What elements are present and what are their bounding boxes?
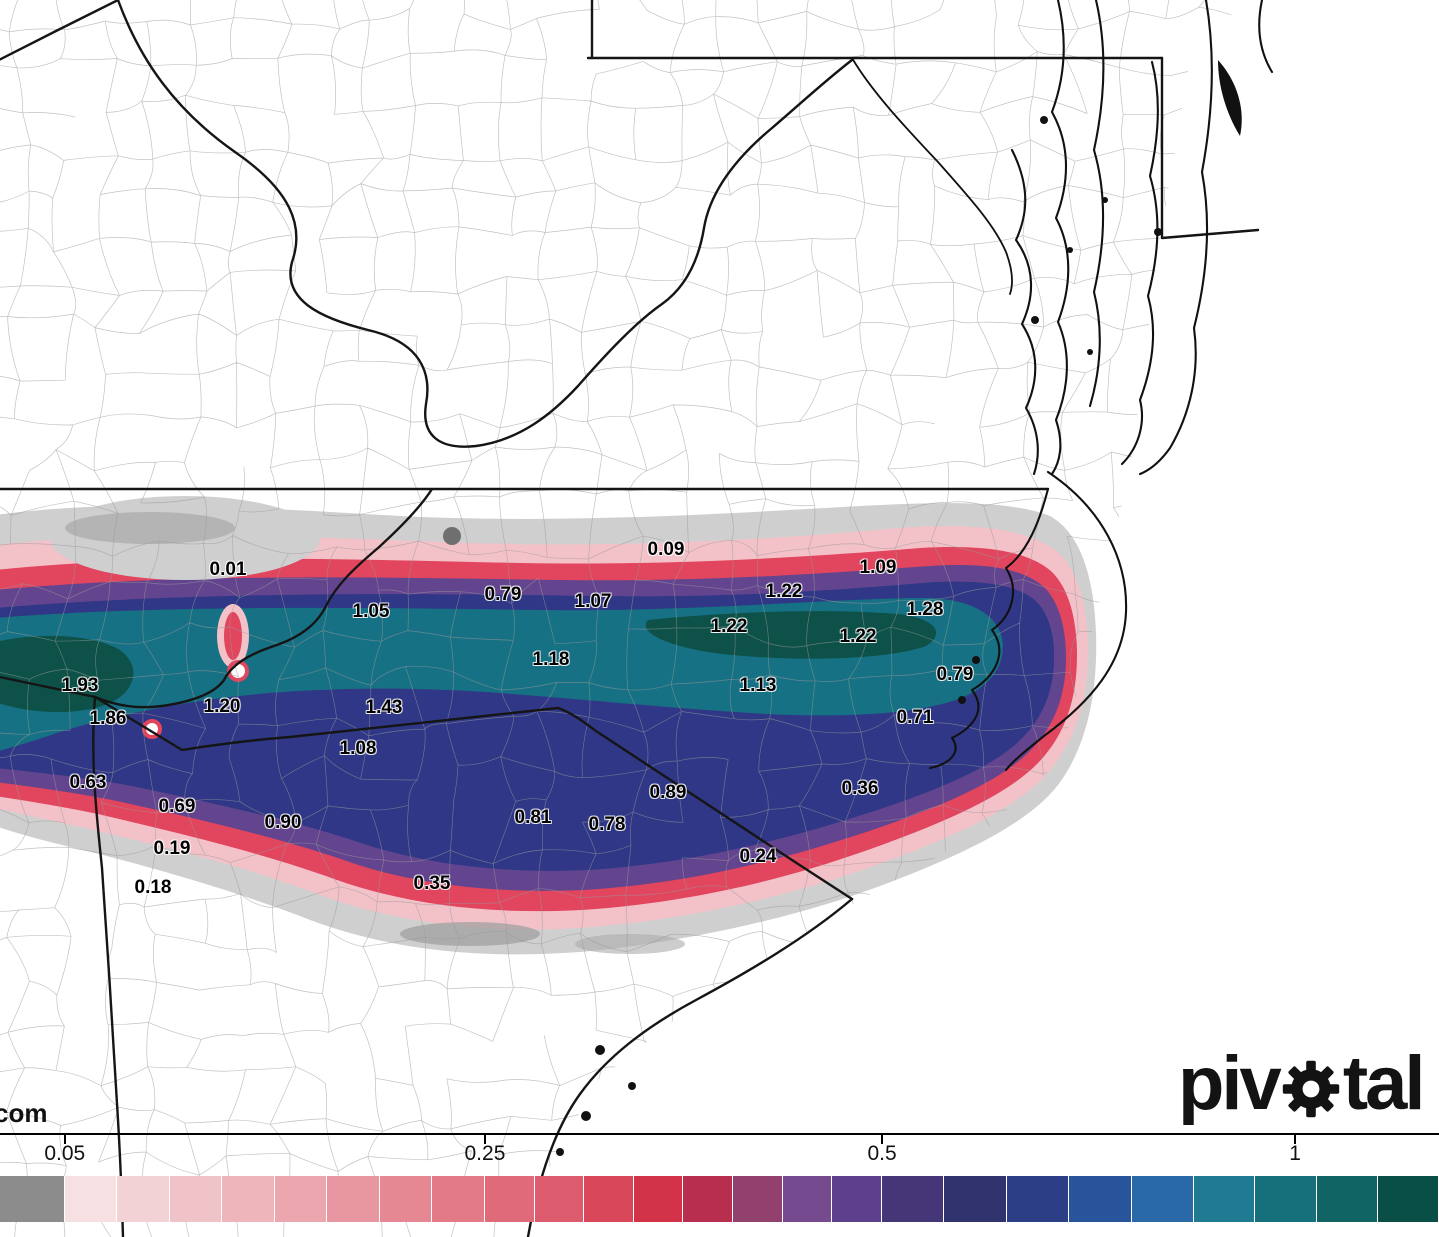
precip-shading — [0, 496, 1097, 955]
border-tn-nc — [93, 487, 434, 709]
colorbar-segment — [379, 1176, 433, 1222]
delaware-bay-fill — [1218, 60, 1242, 136]
coast-nc-sounds — [928, 487, 1050, 770]
border-tn-ga — [0, 675, 97, 699]
colorbar-segment — [1255, 1176, 1317, 1222]
colorbar-segment — [64, 1176, 118, 1222]
border-nc-sc — [93, 695, 854, 901]
colorbar-segment — [1377, 1176, 1439, 1222]
colorbar-segment — [432, 1176, 485, 1222]
colorbar-segment — [117, 1176, 170, 1222]
colorbar-segment — [534, 1176, 585, 1222]
coast-chesapeake-east — [1088, 0, 1105, 408]
coastline-detail — [851, 0, 1274, 772]
gray-fringe-bottom-patch — [400, 922, 540, 946]
colorbar-segment — [584, 1176, 634, 1222]
border-wv-va — [116, 0, 854, 448]
logo-text-prefix: piv — [1178, 1041, 1282, 1126]
coast-delmarva-west — [1120, 60, 1159, 466]
colorbar-segment — [944, 1176, 1007, 1222]
gray-fringe-dark-patch — [65, 512, 235, 544]
colorbar-segment — [782, 1176, 833, 1222]
coast-chesapeake-west — [1010, 148, 1039, 476]
colorbar-segment — [733, 1176, 783, 1222]
colorbar-segment — [1006, 1176, 1070, 1222]
colorbar-segment — [484, 1176, 535, 1222]
colorbar-segment — [327, 1176, 380, 1222]
logo-text-suffix: tal — [1342, 1041, 1426, 1126]
map-bottom-divider — [0, 1133, 1439, 1135]
coast-chesapeake-mid — [1050, 0, 1070, 476]
colorbar-segment — [683, 1176, 734, 1222]
gear-icon — [1281, 1059, 1341, 1119]
river-potomac — [851, 57, 1013, 295]
gray-fringe-bottom-patch2 — [575, 934, 685, 954]
coast-nj — [1258, 0, 1274, 74]
colorbar — [0, 1176, 1439, 1222]
precip-core-dark-teal-west — [0, 635, 134, 713]
pivotal-logo: piv tal — [1178, 1041, 1426, 1126]
coast-outer-banks — [1004, 470, 1128, 772]
colorbar-segment — [832, 1176, 882, 1222]
colorbar-segment — [882, 1176, 945, 1222]
coast-sc — [526, 897, 854, 1237]
colorbar-segment — [1069, 1176, 1132, 1222]
red-finger-inner — [224, 612, 242, 660]
colorbar-segment — [633, 1176, 684, 1222]
colorbar-segment — [1316, 1176, 1378, 1222]
colorbar-segment — [169, 1176, 223, 1222]
border-ky-wv — [0, 0, 120, 61]
colorbar-segment — [274, 1176, 328, 1222]
colorbar-segment — [222, 1176, 275, 1222]
gray-dark-spot — [443, 527, 461, 545]
colorbar-segment — [0, 1176, 65, 1222]
colorbar-segment — [1194, 1176, 1256, 1222]
watermark-domain-text: com — [0, 1098, 48, 1128]
colorbar-segment — [1131, 1176, 1195, 1222]
state-borders — [0, 0, 1260, 1237]
coast-islands — [556, 60, 1242, 1156]
border-ga-sc — [92, 695, 125, 1237]
border-de-md — [1160, 56, 1260, 240]
coast-delmarva-east — [1138, 0, 1213, 476]
